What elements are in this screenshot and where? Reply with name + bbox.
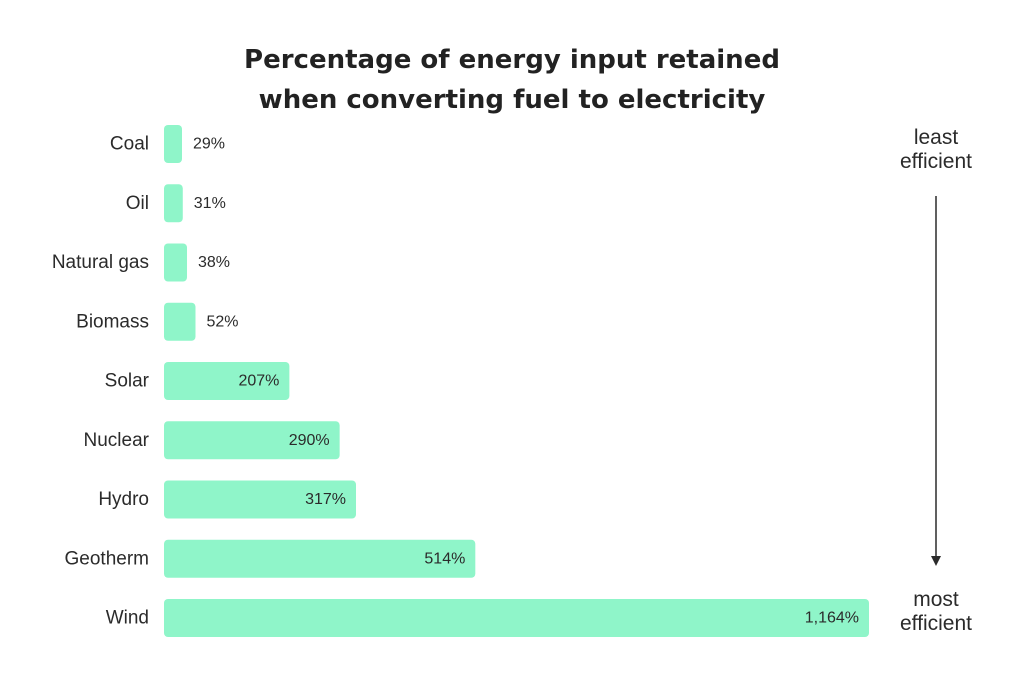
least-efficient-annotation: least efficient — [871, 126, 1001, 174]
chart-title-line-1: Percentage of energy input retained — [244, 45, 780, 75]
efficiency-arrow-head — [931, 556, 941, 566]
most-efficient-line-2: efficient — [900, 612, 972, 635]
category-label-natural-gas: Natural gas — [52, 252, 149, 273]
category-label-hydro: Hydro — [98, 489, 149, 510]
bar-biomass — [164, 302, 196, 341]
chart-title: Percentage of energy input retained when… — [0, 40, 1024, 120]
category-label-biomass: Biomass — [76, 311, 149, 332]
category-label-wind: Wind — [106, 608, 149, 629]
most-efficient-line-1: most — [913, 588, 959, 611]
least-efficient-line-2: efficient — [900, 150, 972, 173]
value-label-hydro: 317% — [305, 491, 346, 508]
bar-geotherm — [164, 539, 476, 578]
category-label-coal: Coal — [110, 134, 149, 155]
bar-solar — [164, 362, 290, 400]
value-label-wind: 1,164% — [805, 610, 859, 627]
value-label-biomass: 52% — [206, 313, 238, 330]
category-label-solar: Solar — [105, 371, 150, 392]
most-efficient-annotation: most efficient — [871, 588, 1001, 636]
value-label-coal: 29% — [193, 136, 225, 153]
bar-nuclear — [164, 421, 340, 460]
bar-hydro — [164, 480, 356, 519]
bar-wind — [164, 599, 869, 637]
value-label-oil: 31% — [194, 195, 226, 212]
category-label-nuclear: Nuclear — [84, 430, 150, 451]
category-label-geotherm: Geotherm — [65, 548, 149, 569]
category-label-oil: Oil — [126, 193, 149, 214]
chart-title-line-2: when converting fuel to electricity — [258, 85, 766, 115]
least-efficient-line-1: least — [913, 126, 959, 149]
bar-coal — [164, 125, 182, 163]
bar-natural-gas — [164, 243, 188, 282]
value-label-natural-gas: 38% — [198, 254, 230, 271]
bar-oil — [164, 184, 183, 223]
value-label-nuclear: 290% — [289, 432, 330, 449]
value-label-solar: 207% — [238, 373, 279, 390]
value-label-geotherm: 514% — [424, 550, 465, 567]
